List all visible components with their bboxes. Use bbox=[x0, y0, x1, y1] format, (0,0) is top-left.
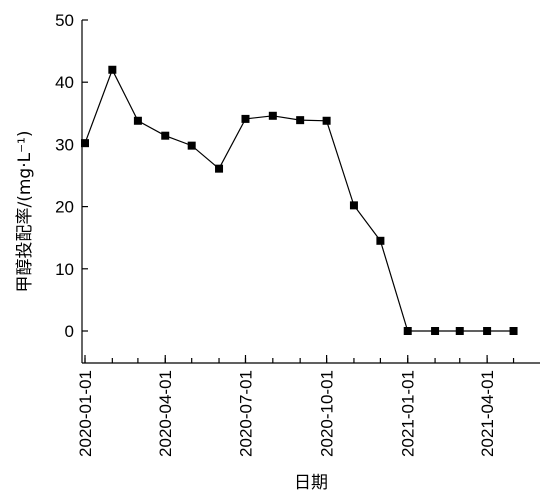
plot-area: 0 10 20 30 40 50 2020-01-01 2020-04-01 2020-07-… bbox=[55, 11, 540, 457]
data-point bbox=[215, 164, 224, 173]
y-tick-label: 50 bbox=[55, 11, 74, 30]
data-point bbox=[241, 114, 250, 123]
y-tick-label: 20 bbox=[55, 198, 74, 217]
data-point bbox=[376, 236, 385, 245]
series-markers bbox=[81, 65, 518, 335]
x-axis: 2020-01-01 2020-04-01 2020-07-01 2020-10-01… bbox=[76, 355, 515, 457]
x-tick-label: 2020-07-01 bbox=[236, 370, 255, 457]
y-tick-label: 40 bbox=[55, 73, 74, 92]
data-point bbox=[349, 201, 358, 210]
data-point bbox=[483, 327, 492, 335]
series-line bbox=[84, 68, 514, 332]
y-axis-title: 甲醇投配率/(mg·L⁻¹) bbox=[15, 130, 35, 292]
data-point bbox=[403, 327, 412, 335]
data-point bbox=[81, 139, 89, 148]
y-tick-label: 30 bbox=[55, 135, 74, 154]
x-axis-title: 日期 bbox=[294, 473, 328, 493]
y-tick-label: 0 bbox=[65, 322, 74, 341]
y-tick-label: 10 bbox=[55, 260, 74, 279]
data-point bbox=[108, 65, 117, 74]
x-tick-label: 2020-10-01 bbox=[318, 370, 337, 457]
y-axis: 0 10 20 30 40 50 bbox=[55, 11, 88, 341]
x-tick-label: 2021-01-01 bbox=[399, 370, 418, 457]
data-point bbox=[268, 111, 277, 120]
x-tick-label: 2021-04-01 bbox=[478, 370, 497, 457]
data-point bbox=[431, 327, 440, 335]
data-point bbox=[187, 141, 196, 150]
x-tick-label: 2020-04-01 bbox=[156, 370, 175, 457]
data-point bbox=[322, 116, 331, 125]
data-point bbox=[296, 116, 305, 125]
data-point bbox=[509, 327, 518, 335]
data-point bbox=[133, 116, 142, 125]
data-point bbox=[161, 131, 170, 140]
x-tick-label: 2020-01-01 bbox=[76, 370, 95, 457]
data-point bbox=[455, 327, 464, 335]
